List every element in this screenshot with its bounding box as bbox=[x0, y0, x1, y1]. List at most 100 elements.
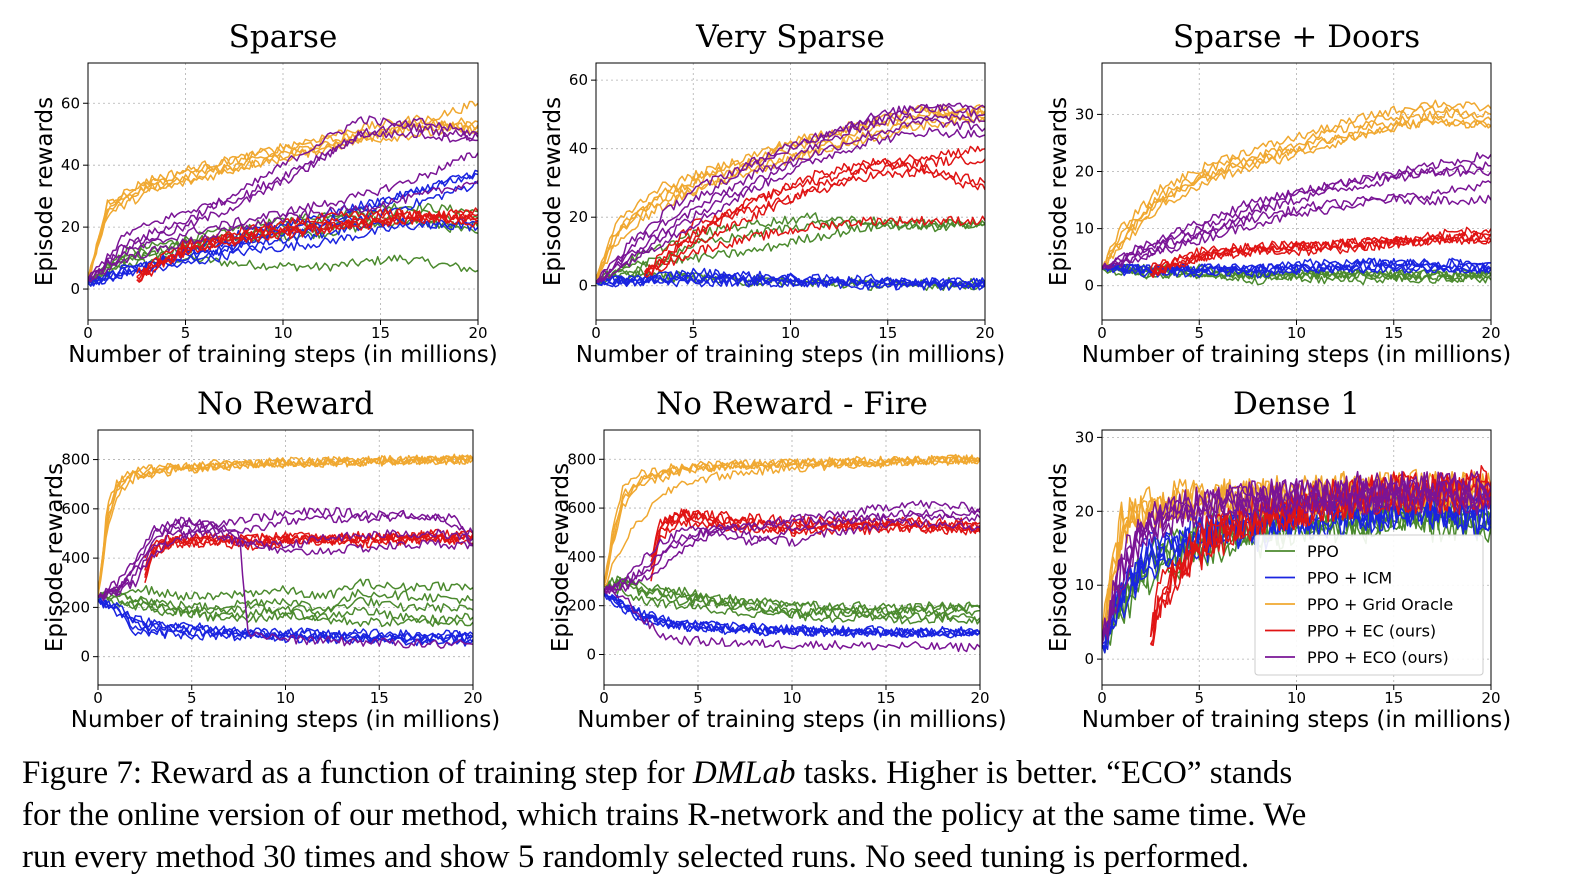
x-tick-label: 20 bbox=[463, 689, 482, 707]
chart-title: No Reward bbox=[197, 386, 374, 422]
x-tick-label: 15 bbox=[878, 324, 897, 342]
series-line-ppo-eco-ours bbox=[596, 118, 985, 284]
series-line-ppo-grid-oracle bbox=[596, 104, 985, 280]
series-line-ppo-eco-ours bbox=[98, 528, 473, 602]
figure-caption: Figure 7: Reward as a function of traini… bbox=[22, 752, 1552, 878]
series-line-ppo-ec-ours bbox=[1149, 231, 1491, 269]
y-tick-label: 10 bbox=[1075, 220, 1094, 238]
series-line-ppo-ec-ours bbox=[643, 155, 985, 276]
plot-frame bbox=[1101, 429, 1492, 686]
series-line-ppo-eco-ours bbox=[88, 115, 478, 281]
legend-label-ppo-ec-ours: PPO + EC (ours) bbox=[1307, 622, 1436, 641]
series-line-ppo-ec-ours bbox=[644, 157, 985, 275]
chart-title: Sparse bbox=[229, 19, 338, 55]
series-line-ppo bbox=[98, 588, 473, 612]
legend-label-ppo-icm: PPO + ICM bbox=[1307, 569, 1392, 588]
caption-line-1-end: tasks. Higher is better. “ECO” stands bbox=[795, 755, 1293, 791]
y-tick-label: 30 bbox=[1075, 105, 1094, 123]
legend: PPO PPO + ICM PPO + Grid Oracle PPO + EC (o… bbox=[1254, 534, 1484, 676]
chart-dense-1: Dense 1 0 5 10 15 20 0 10 20 30 Number of training… bbox=[1046, 386, 1511, 733]
x-tick-label: 20 bbox=[1481, 689, 1500, 707]
plot-lines bbox=[604, 453, 980, 653]
y-tick-label: 20 bbox=[61, 218, 80, 236]
series-line-ppo-eco-ours bbox=[88, 152, 478, 283]
series-line-ppo-icm bbox=[596, 273, 985, 288]
series-line-ppo-eco-ours bbox=[596, 102, 985, 284]
y-tick-label: 20 bbox=[1075, 163, 1094, 181]
series-line-ppo-ec-ours bbox=[136, 213, 478, 280]
series-line-ppo-icm bbox=[596, 267, 985, 288]
y-tick-label: 20 bbox=[1075, 502, 1094, 520]
x-axis-label: Number of training steps (in millions) bbox=[68, 342, 497, 368]
y-axis-label: Episode rewards bbox=[32, 97, 58, 286]
x-tick-label: 20 bbox=[975, 324, 994, 342]
y-axis-label: Episode rewards bbox=[1046, 97, 1072, 286]
chart-title: No Reward - Fire bbox=[656, 386, 928, 422]
caption-dmlab: DMLab bbox=[692, 755, 796, 791]
series-line-ppo-icm bbox=[1102, 257, 1491, 274]
x-axis-label: Number of training steps (in millions) bbox=[1082, 707, 1511, 733]
series-line-ppo-grid-oracle bbox=[98, 454, 473, 596]
y-tick-label: 400 bbox=[61, 549, 90, 567]
series-line-ppo bbox=[98, 578, 473, 601]
series-line-ppo-eco-ours bbox=[596, 127, 985, 283]
series-line-ppo-ec-ours bbox=[650, 513, 980, 558]
x-tick-label: 20 bbox=[1481, 324, 1500, 342]
plot-frame bbox=[603, 429, 981, 686]
x-tick-label: 5 bbox=[1194, 324, 1204, 342]
series-line-ppo-grid-oracle bbox=[1102, 99, 1491, 270]
series-line-ppo-icm bbox=[596, 277, 985, 291]
caption-line-1: Figure 7: Reward as a function of traini… bbox=[22, 752, 1552, 794]
series-line-ppo-ec-ours bbox=[1150, 234, 1491, 279]
x-tick-label: 15 bbox=[1384, 324, 1403, 342]
series-line-ppo-icm bbox=[1102, 493, 1491, 651]
series-line-ppo bbox=[88, 202, 478, 281]
y-axis-label: Episode rewards bbox=[540, 97, 566, 286]
series-line-ppo-ec-ours bbox=[650, 518, 980, 577]
y-tick-label: 30 bbox=[1075, 428, 1094, 446]
x-axis-label: Number of training steps (in millions) bbox=[71, 707, 500, 733]
y-tick-label: 40 bbox=[61, 156, 80, 174]
y-tick-label: 800 bbox=[61, 451, 90, 469]
caption-line-3: run every method 30 times and show 5 ran… bbox=[22, 839, 1250, 875]
legend-box bbox=[1254, 534, 1484, 676]
x-tick-label: 10 bbox=[276, 689, 295, 707]
series-line-ppo-grid-oracle bbox=[98, 453, 473, 596]
x-tick-label: 10 bbox=[782, 689, 801, 707]
x-tick-label: 5 bbox=[181, 324, 191, 342]
y-axis-label: Episode rewards bbox=[42, 463, 68, 652]
y-tick-label: 0 bbox=[1084, 650, 1094, 668]
series-line-ppo-eco-ours bbox=[596, 104, 985, 283]
y-tick-label: 800 bbox=[567, 450, 596, 468]
series-line-ppo-eco-ours bbox=[98, 506, 473, 599]
x-tick-label: 5 bbox=[688, 324, 698, 342]
series-line-ppo bbox=[98, 594, 473, 625]
x-tick-label: 5 bbox=[187, 689, 197, 707]
x-tick-label: 15 bbox=[370, 689, 389, 707]
legend-label-ppo-grid-oracle: PPO + Grid Oracle bbox=[1307, 595, 1453, 614]
plot-frame bbox=[1101, 62, 1492, 321]
x-tick-label: 10 bbox=[781, 324, 800, 342]
plot-frame bbox=[97, 429, 474, 686]
series-line-ppo-eco-ours bbox=[1102, 161, 1491, 270]
plot-lines bbox=[1102, 99, 1491, 286]
series-line-ppo bbox=[98, 591, 473, 622]
series-line-ppo-eco-ours bbox=[1102, 194, 1491, 269]
plot-frame bbox=[595, 62, 986, 321]
series-line-ppo-eco-ours bbox=[1102, 479, 1491, 645]
series-line-ppo-ec-ours bbox=[1150, 480, 1491, 647]
series-line-ppo-grid-oracle bbox=[88, 114, 478, 280]
x-tick-label: 15 bbox=[876, 689, 895, 707]
series-line-ppo-grid-oracle bbox=[1102, 105, 1491, 270]
y-tick-label: 60 bbox=[61, 94, 80, 112]
series-line-ppo bbox=[604, 578, 980, 617]
y-tick-label: 60 bbox=[569, 71, 588, 89]
y-tick-label: 40 bbox=[569, 140, 588, 158]
caption-line-1-start: Figure 7: Reward as a function of traini… bbox=[22, 755, 693, 791]
x-tick-label: 0 bbox=[1097, 689, 1107, 707]
series-line-ppo-grid-oracle bbox=[604, 454, 980, 587]
y-tick-label: 200 bbox=[61, 598, 90, 616]
x-tick-label: 0 bbox=[93, 689, 103, 707]
plot-lines bbox=[596, 102, 985, 292]
